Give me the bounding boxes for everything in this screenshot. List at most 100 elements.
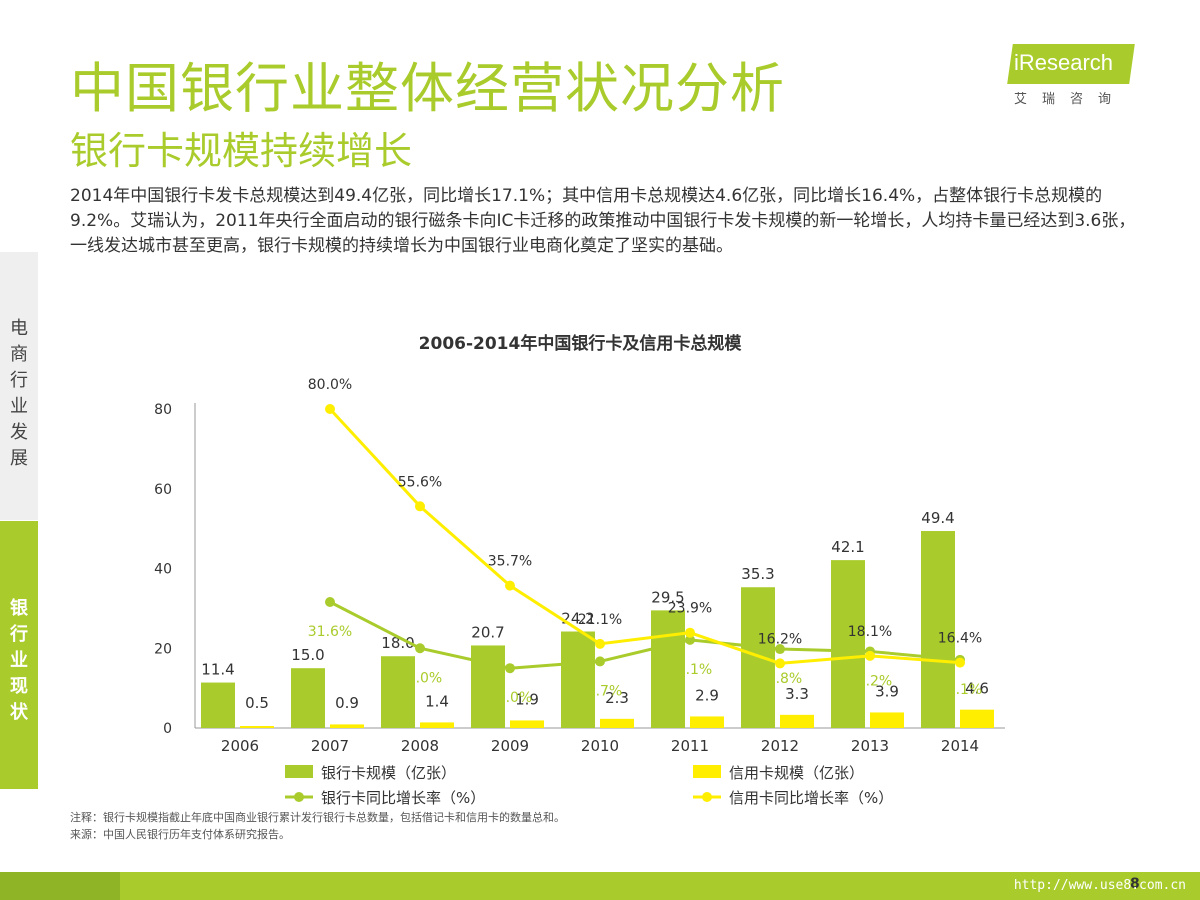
sidebar-label-ecommerce: 电商行业发展 xyxy=(10,318,28,469)
line-point xyxy=(415,643,425,654)
x-tick-label: 2012 xyxy=(761,737,799,755)
line-point xyxy=(685,627,695,638)
bar-value-label: 0.5 xyxy=(245,694,269,712)
line-label-creditcard: 18.1% xyxy=(848,624,892,640)
bar-value-label: 4.6 xyxy=(965,680,989,698)
line-point xyxy=(775,658,785,669)
x-tick-label: 2009 xyxy=(491,737,529,755)
y-tick-label: 60 xyxy=(154,482,172,498)
line-label-creditcard: 23.9% xyxy=(668,601,712,617)
bar-creditcard xyxy=(690,716,724,728)
summary-text: 2014年中国银行卡发卡总规模达到49.4亿张，同比增长17.1%；其中信用卡总… xyxy=(70,186,1136,256)
line-point xyxy=(595,638,605,649)
line-label-bankcard: 15.0% xyxy=(488,690,532,706)
legend-swatch xyxy=(693,765,721,778)
line-point xyxy=(505,580,515,591)
watermark: http://www.use8.com.cn xyxy=(1013,878,1186,893)
line-label-bankcard: 19.2% xyxy=(848,673,892,689)
bar-value-label: 49.4 xyxy=(921,509,954,527)
bar-bankcard xyxy=(471,645,505,728)
bar-value-label: 1.4 xyxy=(425,692,449,710)
bar-creditcard xyxy=(420,722,454,728)
iresearch-logo: iResearch 艾瑞咨询 xyxy=(1007,44,1138,107)
line-point xyxy=(325,404,335,414)
line-point xyxy=(955,657,965,668)
bar-creditcard xyxy=(960,709,994,728)
bar-creditcard xyxy=(870,712,904,728)
bar-bankcard xyxy=(741,587,775,728)
line-label-bankcard: 22.1% xyxy=(668,662,712,678)
sidebar-section-banking[interactable] xyxy=(0,521,38,789)
notes: 注释：银行卡规模指截止年底中国商业银行累计发行银行卡总数量，包括借记卡和信用卡的… xyxy=(70,809,565,843)
page-number: 8 xyxy=(1130,876,1140,892)
bar-bankcard xyxy=(561,631,595,728)
bar-creditcard xyxy=(240,726,274,728)
x-tick-label: 2010 xyxy=(581,737,619,755)
x-tick-label: 2007 xyxy=(311,737,349,755)
line-point xyxy=(595,656,605,667)
bar-value-label: 2.9 xyxy=(695,686,719,704)
line-label-bankcard: 17.1% xyxy=(938,682,982,698)
bar-value-label: 3.9 xyxy=(875,682,899,700)
bar-value-label: 35.3 xyxy=(741,565,774,583)
legend-swatch xyxy=(285,765,313,778)
bar-bankcard xyxy=(381,656,415,728)
line-point xyxy=(775,644,785,655)
x-tick-label: 2008 xyxy=(401,737,439,755)
legend-label: 信用卡同比增长率（%） xyxy=(729,789,893,807)
page-subtitle: 银行卡规模持续增长 xyxy=(70,129,413,173)
sidebar-label-banking: 银行业现状 xyxy=(10,598,28,723)
bar-value-label: 15.0 xyxy=(291,646,324,664)
line-label-bankcard: 19.8% xyxy=(758,671,802,687)
bar-bankcard xyxy=(651,610,685,728)
y-tick-label: 40 xyxy=(154,562,172,578)
line-point xyxy=(325,596,335,607)
x-tick-label: 2013 xyxy=(851,737,889,755)
line-creditcard-growth xyxy=(328,407,961,665)
y-tick-label: 80 xyxy=(154,402,172,418)
line-label-bankcard: 31.6% xyxy=(308,624,352,640)
legend-label: 信用卡规模（亿张） xyxy=(729,764,864,782)
bar-value-label: 1.9 xyxy=(515,690,539,708)
legend-swatch-point xyxy=(294,792,304,802)
line-point xyxy=(865,650,875,661)
line-bankcard-growth xyxy=(329,600,961,670)
bar-bankcard xyxy=(201,682,235,728)
x-tick-label: 2014 xyxy=(941,737,979,755)
line-label-creditcard: 16.4% xyxy=(938,631,982,647)
x-tick-label: 2006 xyxy=(221,737,259,755)
bar-value-label: 11.4 xyxy=(201,661,234,679)
bar-creditcard xyxy=(510,720,544,728)
legend-label: 银行卡规模（亿张） xyxy=(321,764,456,782)
bar-value-label: 2.3 xyxy=(605,689,629,707)
line-label-creditcard: 80.0% xyxy=(308,377,352,393)
bar-bankcard xyxy=(291,668,325,728)
bar-creditcard xyxy=(600,718,634,728)
sidebar-section-ecommerce[interactable] xyxy=(0,252,38,520)
legend-label: 银行卡同比增长率（%） xyxy=(321,789,485,807)
bar-value-label: 3.3 xyxy=(785,685,809,703)
logo-subtext: 艾瑞咨询 xyxy=(1014,92,1127,107)
line-label-creditcard: 21.1% xyxy=(578,612,622,628)
bar-creditcard xyxy=(330,724,364,728)
line-point xyxy=(685,634,695,645)
legend-swatch-point xyxy=(702,792,712,802)
line-label-bankcard: 20.0% xyxy=(398,670,442,686)
chart-title: 2006-2014年中国银行卡及信用卡总规模 xyxy=(418,334,742,354)
footer-bar xyxy=(0,872,1200,900)
line-label-creditcard: 16.2% xyxy=(758,631,802,647)
bar-value-label: 0.9 xyxy=(335,694,359,712)
footer-accent xyxy=(0,872,120,900)
line-label-creditcard: 35.7% xyxy=(488,554,532,570)
bar-value-label: 42.1 xyxy=(831,538,864,556)
page-title: 中国银行业整体经营状况分析 xyxy=(70,57,785,120)
bar-bankcard xyxy=(831,560,865,728)
bar-value-label: 20.7 xyxy=(471,623,504,641)
bar-value-label: 29.5 xyxy=(651,588,684,606)
x-tick-label: 2011 xyxy=(671,737,709,755)
line-label-creditcard: 55.6% xyxy=(398,474,442,490)
y-tick-label: 0 xyxy=(163,721,172,737)
y-tick-label: 20 xyxy=(154,641,172,657)
note-text: 注释：银行卡规模指截止年底中国商业银行累计发行银行卡总数量，包括借记卡和信用卡的… xyxy=(70,811,565,824)
